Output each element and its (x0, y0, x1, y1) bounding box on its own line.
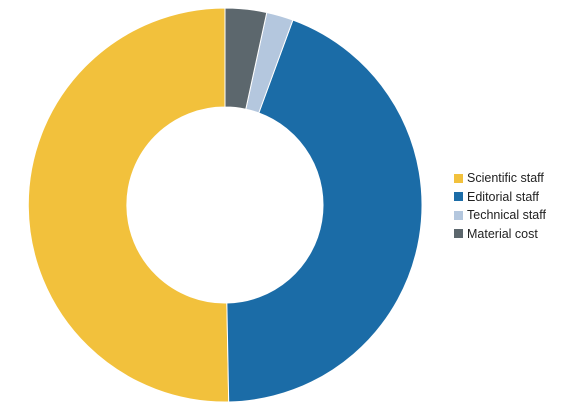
legend-item-material-cost: Material cost (454, 225, 546, 244)
legend-item-editorial-staff: Editorial staff (454, 188, 546, 207)
legend-item-scientific-staff: Scientific staff (454, 169, 546, 188)
slice-editorial-staff (226, 19, 423, 403)
legend-label-scientific-staff: Scientific staff (467, 171, 544, 186)
slice-scientific-staff (27, 7, 230, 403)
legend-item-technical-staff: Technical staff (454, 206, 546, 225)
legend: Scientific staff Editorial staff Technic… (454, 169, 546, 243)
legend-label-editorial-staff: Editorial staff (467, 189, 540, 204)
legend-label-material-cost: Material cost (467, 226, 538, 241)
legend-swatch-editorial-staff (454, 192, 463, 202)
legend-swatch-technical-staff (454, 210, 463, 220)
legend-swatch-material-cost (454, 229, 463, 239)
legend-label-technical-staff: Technical staff (467, 208, 546, 223)
legend-swatch-scientific-staff (454, 173, 463, 183)
slice-material-cost (224, 7, 268, 110)
